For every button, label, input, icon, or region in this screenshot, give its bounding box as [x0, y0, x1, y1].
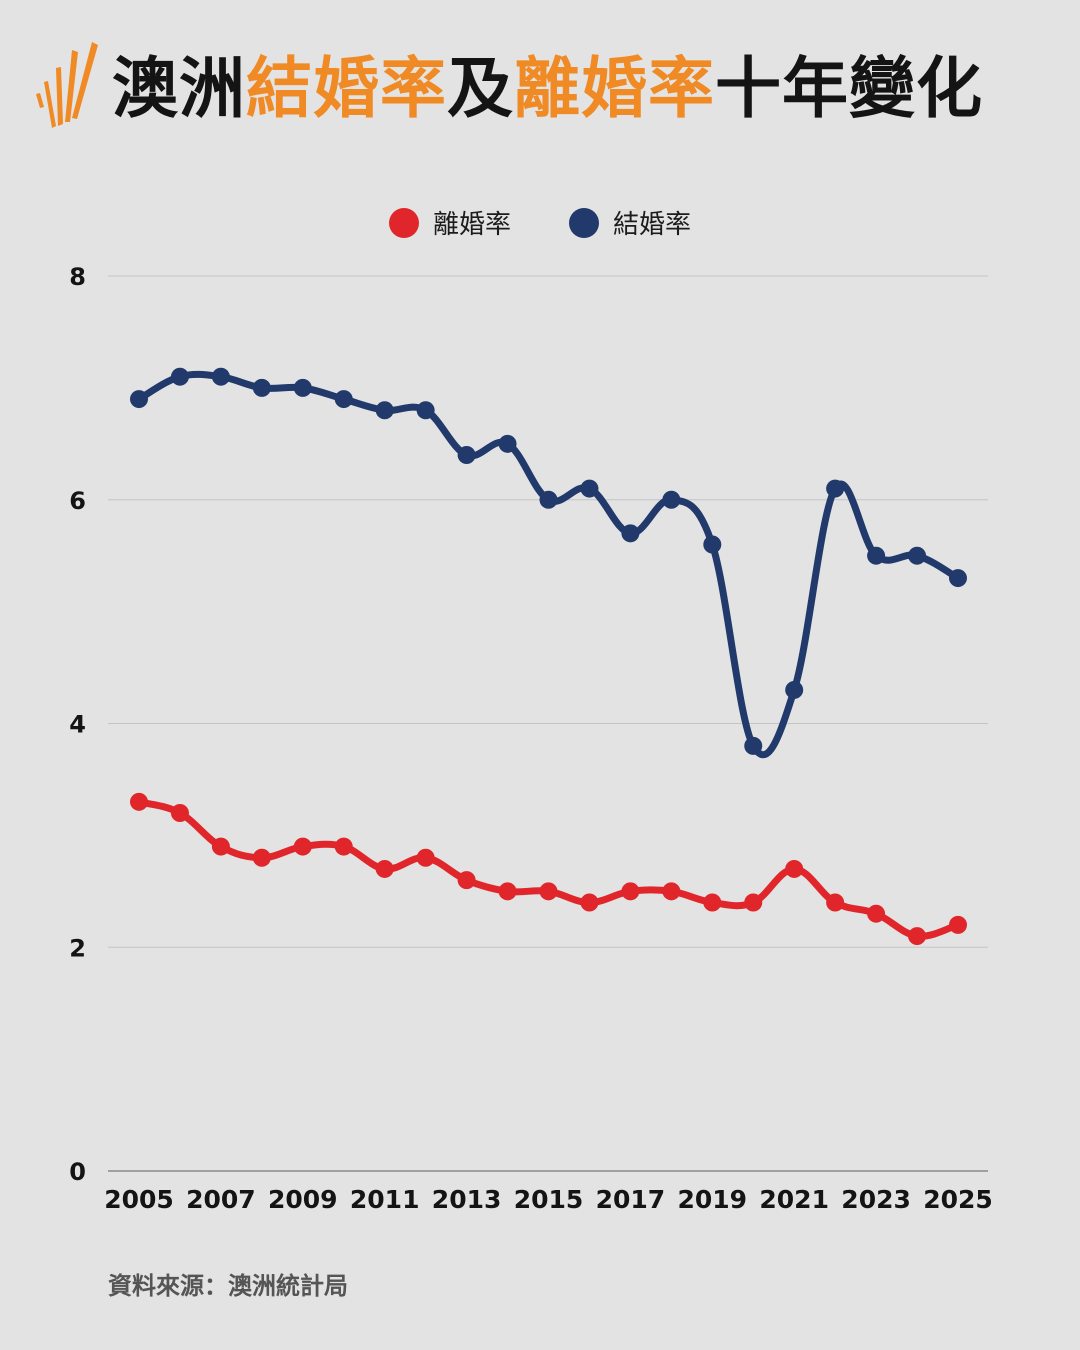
legend-marker-marriage: [569, 207, 599, 238]
data-point-0: [908, 927, 927, 946]
title-part-0: 澳洲: [112, 50, 246, 127]
data-point-0: [170, 804, 189, 822]
x-tick-label: 2019: [678, 1185, 748, 1214]
legend-label-divorce: 離婚率: [432, 210, 511, 240]
chart-legend: 離婚率 結婚率: [0, 204, 1080, 241]
data-point-0: [293, 837, 312, 856]
x-tick-label: 2023: [841, 1185, 911, 1214]
data-point-1: [334, 390, 353, 409]
series-line-0: [135, 798, 962, 940]
title-part-3: 離婚率: [514, 50, 715, 127]
legend-item-marriage: 結婚率: [569, 204, 691, 241]
data-point-0: [826, 893, 845, 912]
y-tick-label: 4: [69, 711, 86, 739]
title-part-2: 及: [447, 50, 514, 127]
data-point-1: [621, 524, 640, 543]
legend-item-divorce: 離婚率: [388, 204, 511, 241]
data-point-0: [130, 792, 148, 811]
data-point-1: [130, 390, 148, 409]
data-point-1: [211, 367, 230, 386]
data-point-0: [785, 859, 804, 878]
data-point-0: [703, 893, 722, 912]
y-tick-label: 8: [69, 263, 86, 291]
data-point-1: [170, 367, 189, 386]
data-point-0: [334, 837, 353, 856]
data-point-1: [703, 535, 722, 554]
x-tick-label: 2007: [186, 1185, 256, 1214]
data-point-1: [908, 546, 927, 565]
data-point-1: [457, 446, 476, 464]
data-point-0: [744, 893, 763, 912]
sbs-sunburst-icon: [36, 42, 98, 128]
legend-label-marriage: 結婚率: [613, 210, 692, 240]
data-point-1: [580, 479, 599, 498]
data-point-1: [375, 401, 394, 420]
data-point-1: [498, 434, 517, 453]
data-point-1: [252, 378, 271, 397]
data-point-0: [375, 859, 394, 878]
x-tick-label: 2005: [104, 1185, 174, 1214]
x-tick-label: 2025: [923, 1185, 993, 1214]
data-point-0: [457, 871, 476, 890]
data-point-0: [867, 904, 886, 923]
data-point-0: [580, 893, 599, 912]
data-point-0: [252, 848, 271, 867]
data-point-1: [785, 680, 804, 699]
data-point-0: [211, 837, 230, 856]
data-point-0: [539, 882, 558, 901]
data-point-1: [416, 401, 435, 420]
source-note: 資料來源：澳洲統計局: [108, 1272, 348, 1300]
x-tick-label: 2013: [432, 1185, 502, 1214]
page-title: 澳洲結婚率及離婚率十年變化: [112, 56, 983, 122]
data-point-1: [293, 378, 312, 397]
title-part-1: 結婚率: [246, 50, 447, 127]
series-line-1: [135, 370, 962, 759]
x-tick-label: 2017: [596, 1185, 666, 1214]
data-point-1: [949, 569, 967, 588]
data-point-1: [539, 490, 558, 509]
y-tick-label: 0: [69, 1158, 86, 1186]
title-part-4: 十年變化: [715, 50, 983, 127]
x-tick-label: 2021: [759, 1185, 829, 1214]
data-point-1: [662, 490, 681, 509]
data-point-0: [662, 882, 681, 901]
data-point-0: [498, 882, 517, 901]
data-point-0: [416, 848, 435, 867]
x-tick-label: 2011: [350, 1185, 420, 1214]
data-point-1: [744, 736, 763, 755]
data-point-0: [621, 882, 640, 901]
x-tick-label: 2009: [268, 1185, 338, 1214]
legend-marker-divorce: [388, 207, 419, 238]
data-point-0: [949, 915, 967, 934]
y-tick-label: 2: [69, 934, 86, 962]
x-tick-label: 2015: [514, 1185, 584, 1214]
data-point-1: [867, 546, 886, 565]
data-point-1: [826, 479, 845, 498]
y-tick-label: 6: [69, 487, 86, 515]
